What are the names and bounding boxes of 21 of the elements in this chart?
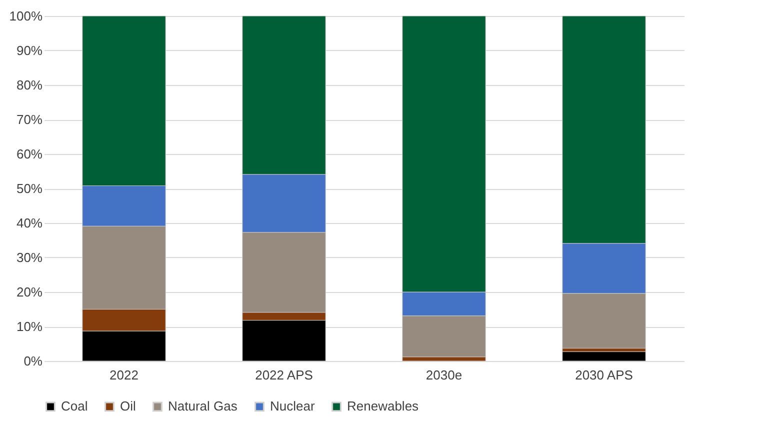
y-tick-label: 100% bbox=[9, 8, 43, 24]
x-tick-label: 2022 bbox=[110, 368, 138, 382]
y-tick-label: 70% bbox=[16, 112, 43, 127]
y-tick-label: 90% bbox=[16, 43, 43, 58]
y-tick-label: 50% bbox=[16, 181, 43, 196]
x-tick-label: 2022 APS bbox=[255, 368, 314, 382]
y-tick-label: 60% bbox=[16, 146, 43, 162]
x-tick-label: 2030 APS bbox=[575, 368, 634, 382]
legend-label: Natural Gas bbox=[168, 398, 238, 414]
bar bbox=[562, 351, 646, 362]
y-tick-label: 40% bbox=[16, 216, 43, 230]
y-tick-label: 80% bbox=[16, 78, 43, 92]
x-tick-label: 2030e bbox=[426, 368, 462, 382]
y-tick-label: 0% bbox=[24, 354, 43, 368]
legend-label: Nuclear bbox=[270, 398, 316, 414]
y-tick-label: 30% bbox=[16, 250, 43, 265]
y-tick-label: 20% bbox=[16, 284, 43, 300]
y-tick-label: 10% bbox=[16, 319, 43, 334]
legend-label: Coal bbox=[61, 398, 88, 414]
legend-label: Oil bbox=[120, 398, 136, 414]
legend-label: Renewables bbox=[347, 398, 420, 414]
